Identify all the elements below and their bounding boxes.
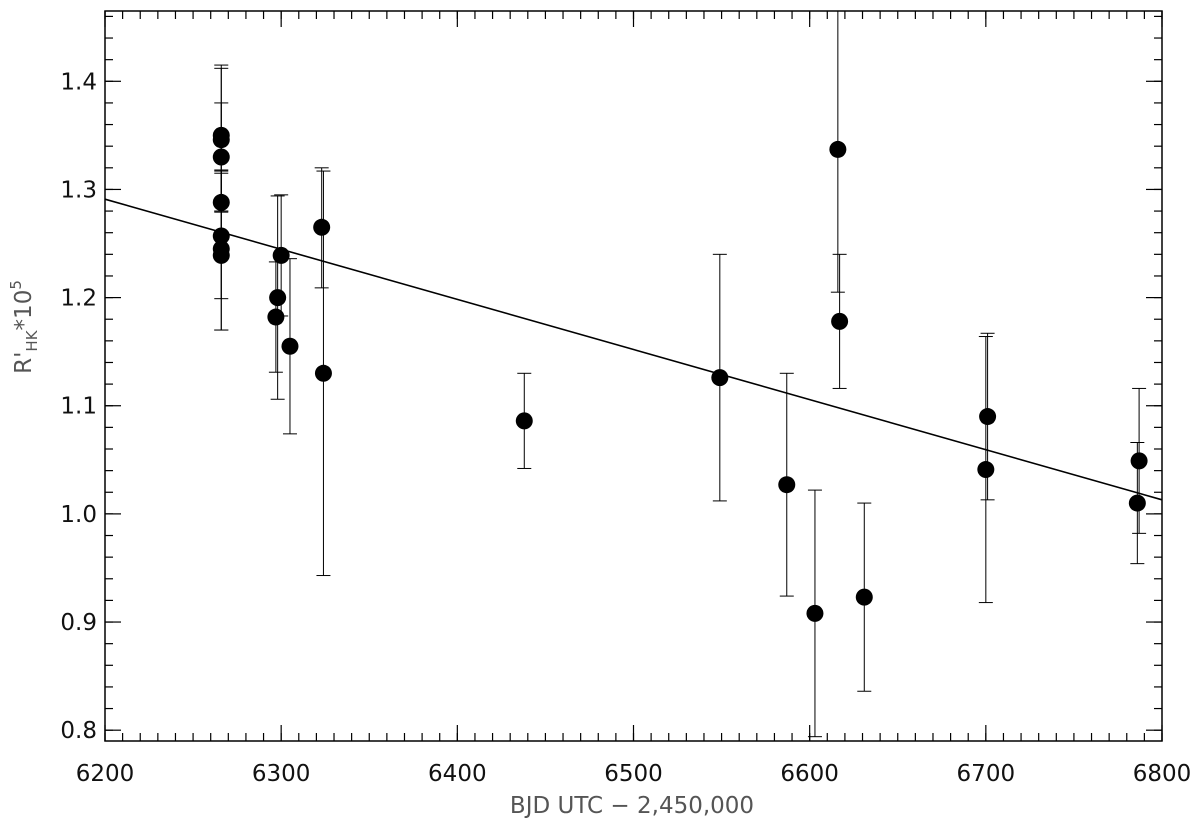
- x-tick-labels: 6200 6300 6400 6500 6600 6700 6800: [76, 761, 1192, 787]
- data-point: [313, 218, 331, 236]
- y-axis-title-base: R': [11, 352, 37, 374]
- data-point: [281, 337, 299, 355]
- y-tick-label: 0.8: [60, 718, 97, 744]
- data-point: [212, 193, 230, 211]
- x-tick-label: 6400: [428, 761, 487, 787]
- x-tick-label: 6600: [780, 761, 839, 787]
- y-tick-label: 1.0: [60, 502, 97, 528]
- data-point: [778, 476, 796, 494]
- data-point: [314, 364, 332, 382]
- y-axis-title-superscript: 5: [7, 280, 25, 290]
- point-layer: [212, 126, 1148, 622]
- data-point: [212, 148, 230, 166]
- x-axis-title: BJD UTC − 2,450,000: [510, 793, 754, 819]
- fit-line: [104, 198, 1163, 501]
- data-point: [855, 588, 873, 606]
- y-tick-label: 1.3: [60, 177, 97, 203]
- data-point: [829, 140, 847, 158]
- x-tick-label: 6300: [252, 761, 311, 787]
- y-axis-title-rest: *10: [11, 290, 37, 331]
- data-point: [711, 369, 729, 387]
- x-tick-label: 6500: [604, 761, 663, 787]
- data-point: [806, 604, 824, 622]
- y-tick-label: 1.2: [60, 286, 97, 312]
- y-tick-label: 1.1: [60, 394, 97, 420]
- data-point: [977, 461, 995, 479]
- data-point: [267, 308, 285, 326]
- x-tick-label: 6200: [76, 761, 135, 787]
- data-point: [1130, 452, 1148, 470]
- y-tick-label: 1.4: [60, 69, 97, 95]
- plot-frame: [104, 10, 1163, 742]
- data-point: [1128, 494, 1146, 512]
- y-tick-label: 0.9: [60, 610, 97, 636]
- data-point: [979, 408, 997, 426]
- data-point: [212, 131, 230, 149]
- x-tick-label: 6800: [1133, 761, 1192, 787]
- data-point: [212, 227, 230, 245]
- data-point: [515, 412, 533, 430]
- minor-ticks: [104, 11, 1163, 741]
- major-ticks: [104, 11, 1163, 741]
- x-tick-label: 6700: [957, 761, 1016, 787]
- errorbar-layer: [214, 11, 1147, 738]
- data-point: [272, 246, 290, 264]
- y-axis-title: R'HK*105: [7, 280, 41, 374]
- data-point: [212, 246, 230, 264]
- y-axis-title-subscript: HK: [23, 329, 41, 351]
- y-tick-labels: 0.8 0.9 1.0 1.1 1.2 1.3 1.4: [60, 69, 97, 744]
- data-point: [269, 289, 287, 307]
- data-point: [831, 312, 849, 330]
- fit-layer: [104, 198, 1163, 501]
